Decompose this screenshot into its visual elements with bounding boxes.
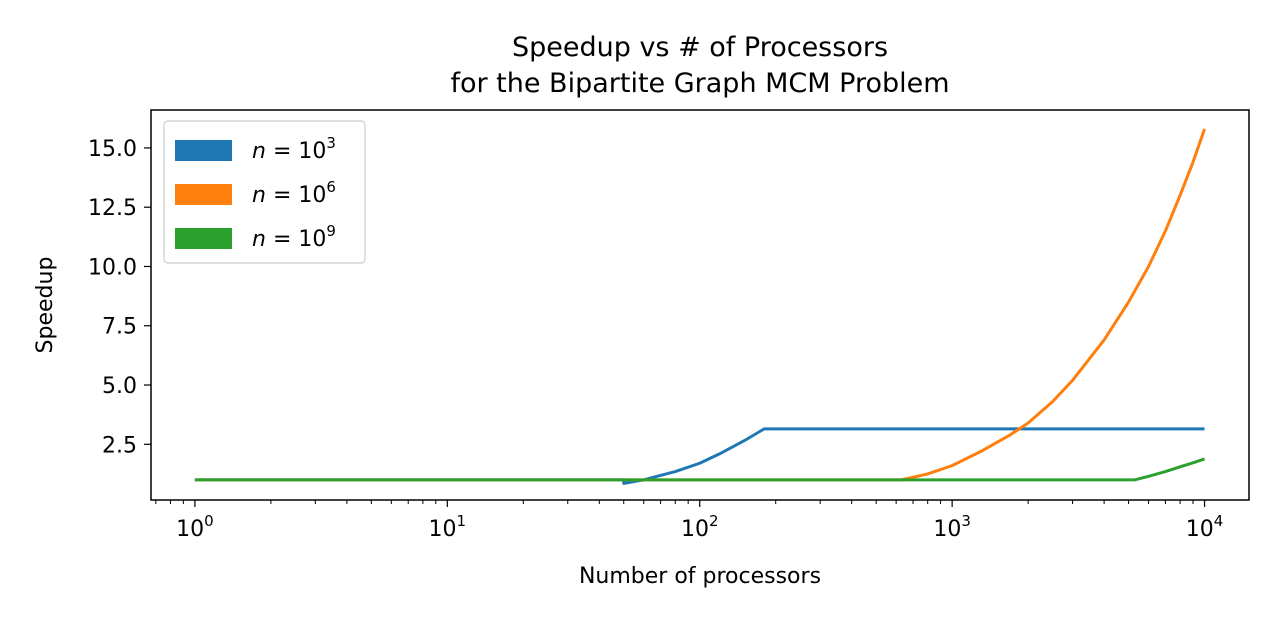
x-tick-exponent: 1	[457, 512, 467, 530]
series-line-1	[194, 128, 1206, 482]
x-tick-base: 10	[429, 517, 457, 542]
x-tick-base: 10	[681, 517, 709, 542]
y-tick-label: 10.0	[88, 255, 137, 280]
series-line-0	[194, 427, 1205, 485]
legend-var: n	[252, 183, 266, 208]
legend-label-0: n = 103	[252, 134, 336, 164]
x-tick-exponent: 3	[961, 512, 971, 530]
legend-eq: = 10	[266, 227, 326, 252]
y-tick-label: 12.5	[88, 196, 137, 221]
x-tick-base: 10	[1186, 517, 1214, 542]
y-axis: 2.5 5.0 7.5 10.0 12.5 15.0	[88, 137, 151, 458]
y-tick-label: 15.0	[88, 137, 137, 162]
x-axis-label: Number of processors	[579, 564, 821, 589]
legend-swatch-1	[175, 184, 232, 205]
legend-eq: = 10	[266, 183, 326, 208]
legend-eq: = 10	[266, 139, 326, 164]
chart-title-line-1: Speedup vs # of Processors	[512, 32, 888, 63]
plot-area	[194, 128, 1206, 485]
y-tick-label: 2.5	[102, 433, 137, 458]
x-axis: 100 101 102 103 104	[155, 500, 1224, 542]
legend-swatch-0	[175, 140, 232, 161]
x-tick-exponent: 0	[204, 512, 214, 530]
legend-exponent: 6	[326, 178, 336, 196]
x-tick-label: 100	[176, 512, 214, 542]
x-tick-exponent: 4	[1214, 512, 1224, 530]
x-tick-exponent: 2	[709, 512, 719, 530]
series-line-2	[194, 457, 1206, 482]
y-tick-label: 7.5	[102, 315, 137, 340]
y-tick-label: 5.0	[102, 374, 137, 399]
legend-swatch-2	[175, 228, 232, 249]
x-tick-base: 10	[933, 517, 961, 542]
x-tick-base: 10	[176, 517, 204, 542]
legend-var: n	[252, 227, 266, 252]
y-axis-label: Speedup	[33, 257, 58, 354]
x-tick-label: 102	[681, 512, 719, 542]
x-tick-label: 103	[933, 512, 971, 542]
legend-var: n	[252, 139, 266, 164]
chart-title-line-2: for the Bipartite Graph MCM Problem	[450, 68, 949, 99]
legend-exponent: 3	[326, 134, 336, 152]
legend-exponent: 9	[326, 222, 336, 240]
x-tick-label: 101	[429, 512, 467, 542]
legend-label-2: n = 109	[252, 222, 336, 252]
legend-label-1: n = 106	[252, 178, 336, 208]
x-tick-label: 104	[1186, 512, 1224, 542]
